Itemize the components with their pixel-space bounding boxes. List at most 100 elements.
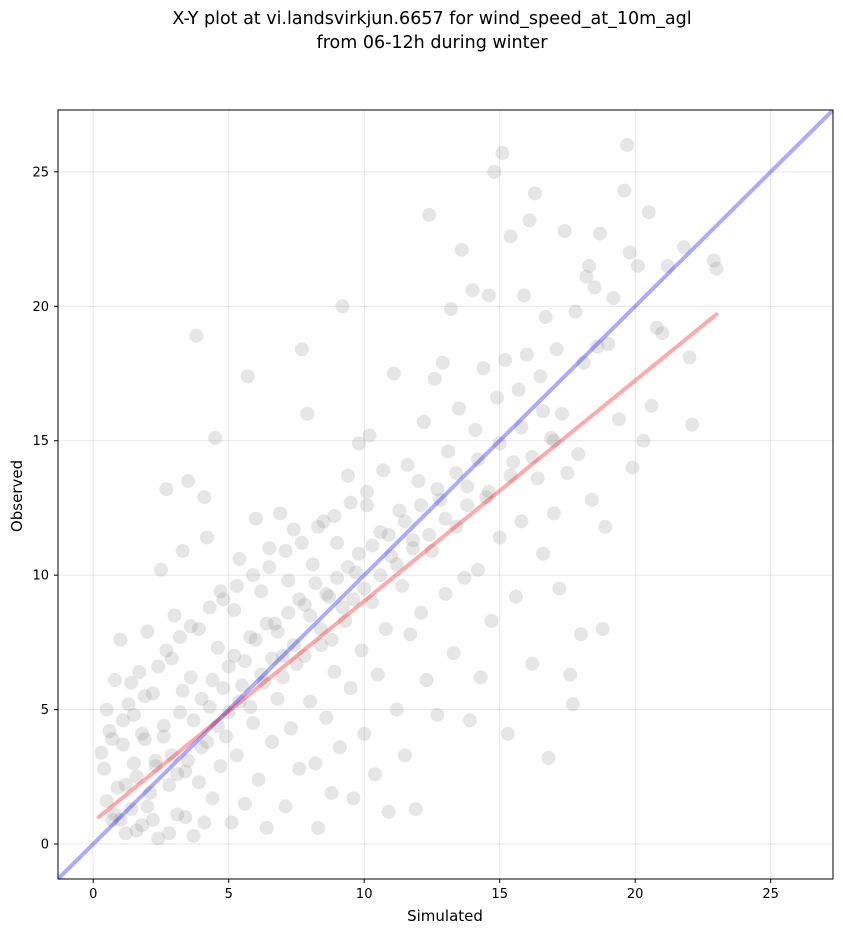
data-point — [498, 353, 513, 368]
data-point — [346, 791, 361, 806]
data-point — [135, 726, 150, 741]
data-point — [435, 355, 450, 370]
data-point — [709, 261, 724, 276]
data-point — [153, 562, 168, 577]
data-point — [492, 530, 507, 545]
data-point — [541, 751, 556, 766]
data-point — [611, 412, 626, 427]
data-point — [349, 565, 364, 580]
data-point — [330, 535, 345, 550]
data-point — [297, 648, 312, 663]
data-point — [303, 608, 318, 623]
data-point — [205, 673, 220, 688]
data-point — [194, 740, 209, 755]
y-axis-ticks: 0 5 10 15 20 25 — [32, 165, 58, 853]
y-tick-label: 5 — [41, 703, 49, 718]
data-point — [340, 560, 355, 575]
data-point — [183, 670, 198, 685]
data-point — [262, 541, 277, 556]
data-point — [294, 535, 309, 550]
data-point — [324, 785, 339, 800]
data-point — [265, 651, 280, 666]
data-point — [376, 463, 391, 478]
data-point — [476, 361, 491, 376]
data-point — [430, 482, 445, 497]
data-point — [449, 519, 464, 534]
data-point — [216, 681, 231, 696]
data-point — [251, 772, 266, 787]
data-point — [294, 342, 309, 357]
data-point — [265, 734, 280, 749]
data-point — [232, 552, 247, 567]
data-point — [649, 320, 664, 335]
data-point — [449, 465, 464, 480]
data-point — [256, 675, 271, 690]
data-point — [587, 280, 602, 295]
data-point — [286, 638, 301, 653]
data-point — [625, 460, 640, 475]
data-point — [159, 643, 174, 658]
data-point — [446, 646, 461, 661]
data-point — [224, 815, 239, 830]
data-point — [167, 608, 182, 623]
data-point — [99, 702, 114, 717]
data-point — [552, 581, 567, 596]
data-point — [303, 694, 318, 709]
data-point — [460, 479, 475, 494]
data-point — [240, 369, 255, 384]
data-point — [465, 283, 480, 298]
data-point — [392, 503, 407, 518]
data-point — [278, 799, 293, 814]
regression-line — [96, 312, 719, 820]
data-point — [387, 366, 402, 381]
data-point — [248, 511, 263, 526]
data-point — [389, 702, 404, 717]
data-point — [598, 519, 613, 534]
data-point — [321, 589, 336, 604]
data-point — [519, 347, 534, 362]
data-point — [270, 691, 285, 706]
data-point — [148, 759, 163, 774]
data-point — [414, 605, 429, 620]
data-point — [471, 562, 486, 577]
grid-lines — [58, 110, 833, 879]
data-point — [438, 511, 453, 526]
data-point — [620, 137, 635, 152]
data-point — [259, 820, 274, 835]
data-point — [181, 753, 196, 768]
data-point — [330, 570, 345, 585]
data-point — [525, 449, 540, 464]
data-point — [172, 630, 187, 645]
data-point — [443, 301, 458, 316]
data-point — [595, 621, 610, 636]
data-point — [389, 557, 404, 572]
data-point — [200, 530, 215, 545]
data-point — [254, 584, 269, 599]
data-point — [107, 807, 122, 822]
data-point — [584, 492, 599, 507]
data-point — [151, 659, 166, 674]
data-point — [617, 183, 632, 198]
data-point — [536, 404, 551, 419]
data-point — [489, 390, 504, 405]
y-tick-label: 10 — [32, 569, 49, 584]
data-point — [644, 398, 659, 413]
data-point — [259, 616, 274, 631]
data-point — [145, 686, 160, 701]
data-point — [378, 621, 393, 636]
data-point — [381, 527, 396, 542]
data-point — [411, 474, 426, 489]
data-point — [221, 705, 236, 720]
data-point — [405, 541, 420, 556]
data-point — [416, 414, 431, 429]
data-point — [275, 648, 290, 663]
y-tick-label: 15 — [32, 434, 49, 449]
data-point — [351, 546, 366, 561]
data-point — [359, 484, 374, 499]
data-point — [395, 578, 410, 593]
data-point — [622, 245, 637, 260]
data-point — [162, 777, 177, 792]
data-point — [357, 726, 372, 741]
x-tick-label: 15 — [491, 887, 508, 902]
